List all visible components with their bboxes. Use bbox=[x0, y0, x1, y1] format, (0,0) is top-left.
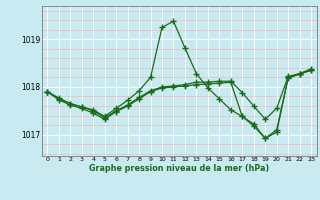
X-axis label: Graphe pression niveau de la mer (hPa): Graphe pression niveau de la mer (hPa) bbox=[89, 164, 269, 173]
